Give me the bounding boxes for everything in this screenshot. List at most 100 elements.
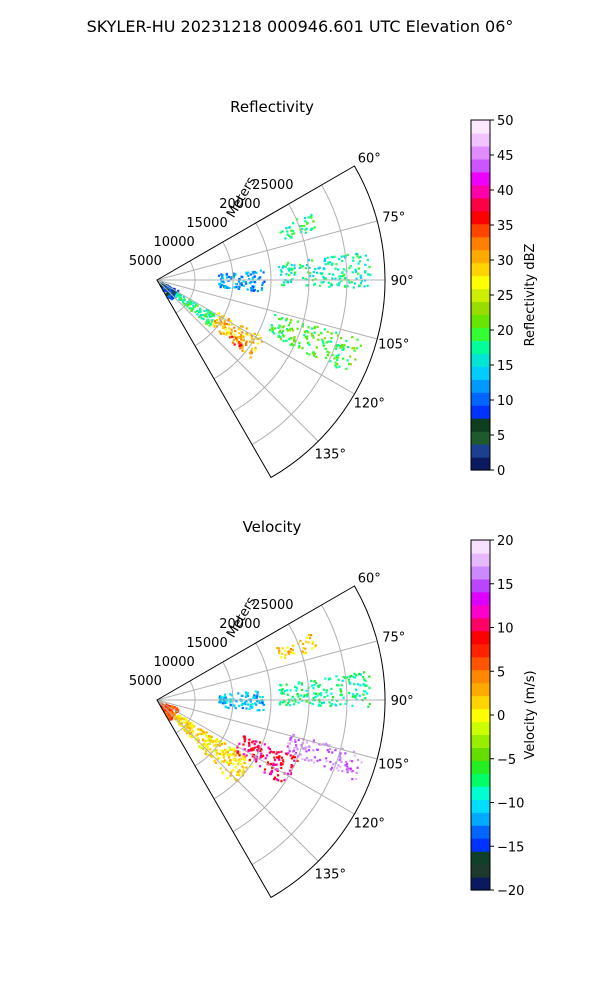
radar-gate xyxy=(259,749,262,752)
radar-gate xyxy=(280,766,283,770)
radar-gate xyxy=(295,744,298,747)
radar-gate xyxy=(278,755,281,758)
radar-gate xyxy=(317,338,320,341)
radar-gate xyxy=(210,323,213,326)
radar-gate xyxy=(339,752,342,755)
radar-gate xyxy=(254,702,257,705)
radar-gate xyxy=(268,328,272,332)
radar-gate xyxy=(339,275,343,278)
radar-gate xyxy=(226,777,229,780)
radar-gate xyxy=(237,287,240,290)
radar-gate xyxy=(229,701,232,704)
radar-gate xyxy=(162,707,165,710)
radar-gate xyxy=(313,680,316,683)
radar-gate xyxy=(193,301,196,304)
radar-gate xyxy=(254,349,257,352)
radar-gate xyxy=(356,347,359,350)
radar-gate xyxy=(215,319,219,322)
radar-gate xyxy=(239,342,242,345)
radar-gate xyxy=(218,283,221,286)
radar-gate xyxy=(338,275,341,278)
radar-gate xyxy=(179,714,182,717)
radar-gate xyxy=(333,255,336,258)
radar-gate xyxy=(344,676,347,680)
radar-gate xyxy=(347,678,350,681)
radar-gate xyxy=(243,758,246,761)
radar-gate xyxy=(197,741,200,744)
radar-gate xyxy=(219,332,222,335)
radar-gate xyxy=(245,692,248,695)
radar-gate xyxy=(290,271,293,274)
radar-gate xyxy=(253,694,256,697)
radar-gate xyxy=(169,291,172,294)
radar-gate xyxy=(206,319,209,322)
radar-gate xyxy=(202,729,205,733)
radar-gate xyxy=(228,327,231,330)
radar-gate xyxy=(329,704,332,708)
radar-gate xyxy=(348,681,351,684)
radar-gate xyxy=(290,764,293,767)
colorbar-swatch xyxy=(471,197,490,212)
radar-gate xyxy=(368,686,371,690)
radar-gate xyxy=(210,320,213,323)
radar-gate xyxy=(238,278,241,281)
radar-gate xyxy=(286,745,289,748)
radar-gate xyxy=(188,725,191,728)
radar-gate xyxy=(210,750,213,753)
radar-gate xyxy=(260,288,263,292)
radar-gate xyxy=(204,752,207,755)
angle-tick-label: 90° xyxy=(391,694,414,709)
radar-gate xyxy=(335,345,338,348)
azimuth-spoke xyxy=(156,220,378,281)
radar-gate xyxy=(242,284,245,287)
radar-gate xyxy=(355,771,358,774)
radar-gate xyxy=(270,750,273,753)
radar-gate xyxy=(336,283,339,286)
radar-gate xyxy=(326,749,329,752)
radar-gate xyxy=(353,349,356,352)
radar-gate xyxy=(364,254,367,257)
radar-gate xyxy=(248,707,251,711)
radar-gate xyxy=(364,263,367,266)
colorbar-swatch xyxy=(471,851,490,865)
radar-gate xyxy=(304,220,307,223)
radar-gate xyxy=(281,647,284,650)
radar-gate xyxy=(175,294,178,297)
radar-gate xyxy=(202,747,205,750)
radar-gate xyxy=(219,739,222,742)
radar-gate xyxy=(306,337,309,340)
radar-gate xyxy=(304,758,307,761)
radar-gate xyxy=(331,751,334,754)
radar-gate xyxy=(230,694,233,697)
radar-gate xyxy=(190,732,193,735)
radar-gate xyxy=(314,644,317,647)
radar-gate xyxy=(293,338,296,341)
radar-gate xyxy=(180,722,183,725)
radar-gate xyxy=(222,754,225,757)
radar-gate xyxy=(364,271,367,274)
radar-gate xyxy=(295,745,298,749)
radar-gate xyxy=(323,259,327,262)
radar-gate xyxy=(167,708,170,712)
radar-gate xyxy=(250,336,254,339)
radar-gate xyxy=(187,726,190,729)
radar-gate xyxy=(340,684,343,687)
radar-gate xyxy=(262,708,265,711)
radar-gate xyxy=(344,285,347,288)
radar-gate xyxy=(353,347,356,350)
radar-gate xyxy=(223,701,227,704)
radar-gate xyxy=(233,705,236,708)
radar-gate xyxy=(333,357,336,360)
radar-gate xyxy=(252,270,256,273)
radar-gate xyxy=(177,715,180,718)
radar-gate xyxy=(342,347,345,350)
radar-gate xyxy=(281,316,284,320)
radar-gate xyxy=(222,332,225,335)
radar-gate xyxy=(263,280,266,283)
radar-gate xyxy=(255,760,258,763)
radar-gate xyxy=(205,734,208,737)
radar-gate xyxy=(335,767,339,770)
radar-gate xyxy=(307,271,310,274)
radar-gate xyxy=(223,741,226,744)
radar-gate xyxy=(320,281,323,284)
